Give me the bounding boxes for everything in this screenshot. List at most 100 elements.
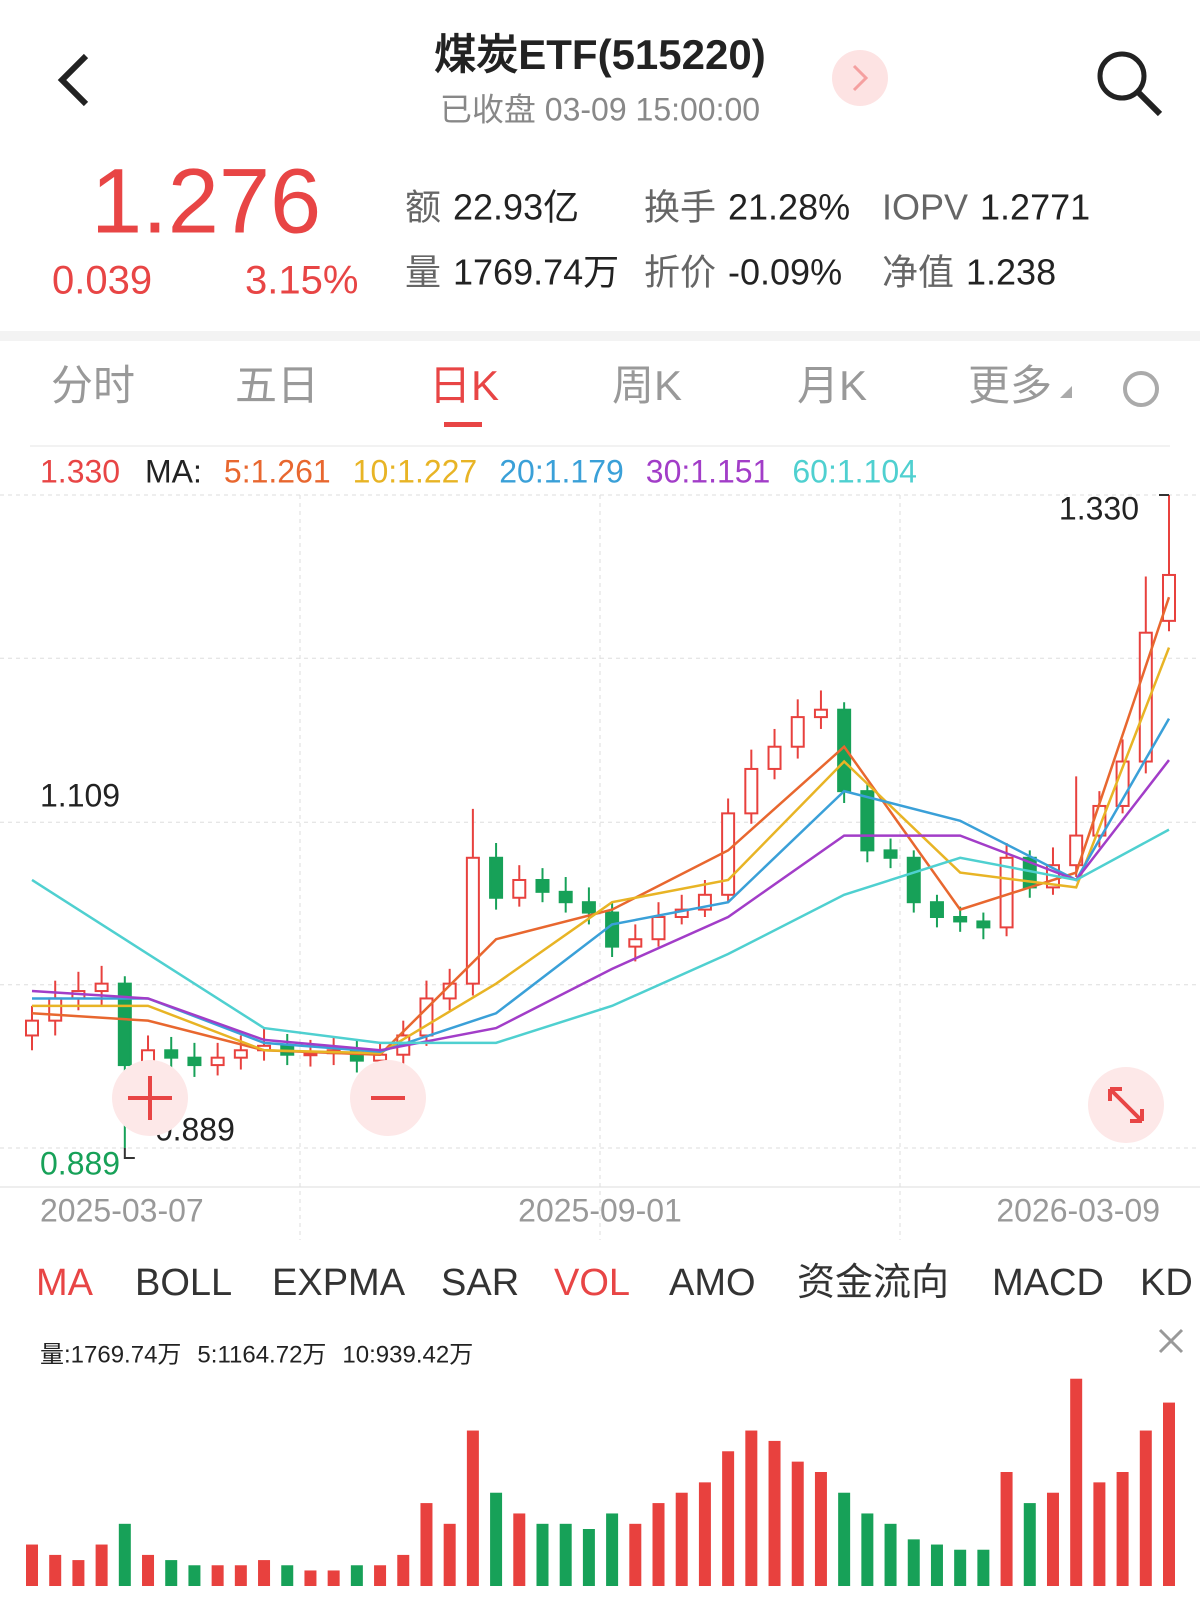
indicator-tab[interactable]: SAR <box>441 1262 519 1304</box>
annotation: 1.330 <box>1059 490 1139 526</box>
volume-bar <box>466 1430 479 1586</box>
candle-body <box>953 916 968 923</box>
volume-legend: 量:1769.74万 5:1164.72万 10:939.42万 <box>40 1341 473 1368</box>
volume-bar <box>443 1523 456 1586</box>
indicator-tab[interactable]: MACD <box>992 1262 1104 1304</box>
volume-bar <box>165 1560 178 1586</box>
candle-body <box>883 849 898 859</box>
search-button[interactable] <box>1097 51 1163 117</box>
candle-body <box>767 745 782 770</box>
volume-bar <box>1163 1402 1175 1586</box>
period-tab[interactable]: 周K <box>612 362 682 409</box>
volume-bar <box>490 1492 503 1586</box>
volume-bar <box>142 1554 155 1586</box>
y-tick-label: 1.109 <box>40 778 120 814</box>
volume-bar <box>884 1523 897 1586</box>
candle-body <box>721 812 736 896</box>
volume-legend-item: 5:1164.72万 <box>197 1341 326 1368</box>
volume-bar <box>907 1539 920 1586</box>
period-tab[interactable]: 更多 <box>968 362 1052 409</box>
candle-body <box>303 1052 318 1057</box>
stat-value: 22.93亿 <box>453 187 579 228</box>
candle-body <box>558 890 573 904</box>
close-volume[interactable] <box>1158 1328 1184 1354</box>
candle-body <box>976 920 991 929</box>
candle-body <box>465 856 480 985</box>
volume-bar <box>745 1430 758 1586</box>
volume-bar <box>72 1560 85 1586</box>
fullscreen[interactable] <box>1088 1067 1164 1143</box>
indicator-tab[interactable]: BOLL <box>135 1262 232 1304</box>
volume-bar <box>234 1565 247 1586</box>
candle-body <box>117 982 132 1067</box>
candle-body <box>744 767 759 815</box>
indicator-tab[interactable]: 资金流向 <box>797 1262 949 1304</box>
candle-body <box>48 997 63 1022</box>
volume-bar <box>95 1544 108 1586</box>
volume-bar <box>26 1544 38 1586</box>
ma-line <box>32 647 1171 1055</box>
ma-legend: 30:1.151 <box>646 453 771 489</box>
indicator-tabs: MA BOLL EXPMA SAR VOL AMO 资金流向 MACD KD <box>36 1262 1193 1304</box>
stat-label: 额 <box>405 187 441 228</box>
ma-legend: 10:1.227 <box>353 453 478 489</box>
candle-body <box>187 1056 202 1067</box>
candle-body <box>535 878 550 893</box>
volume-bar <box>629 1523 642 1586</box>
ma-legend: 5:1.261 <box>224 453 331 489</box>
volume-bar <box>1139 1430 1152 1586</box>
indicator-tab[interactable]: KD <box>1140 1262 1193 1304</box>
volume-bar <box>606 1513 619 1586</box>
title: 煤炭ETF(515220) <box>434 31 765 78</box>
zoom-out[interactable] <box>350 1060 426 1136</box>
indicator-tab[interactable]: VOL <box>554 1262 630 1304</box>
stat-value: 1.238 <box>966 252 1056 293</box>
indicator-tab[interactable]: AMO <box>669 1262 756 1304</box>
volume-bar <box>1116 1472 1129 1586</box>
period-tab[interactable]: 五日 <box>235 362 319 409</box>
volume-bar <box>513 1513 526 1586</box>
volume-bar <box>861 1513 874 1586</box>
volume-bar <box>977 1549 990 1586</box>
ma-line <box>31 596 1171 1056</box>
back-button[interactable] <box>57 53 89 107</box>
annotation-bracket <box>123 1148 135 1159</box>
candle-body <box>813 708 828 719</box>
settings[interactable] <box>1123 371 1159 407</box>
price: 1.276 <box>91 150 321 252</box>
ma-line <box>31 828 1170 1045</box>
volume-bar <box>1023 1503 1036 1586</box>
ma-legend: 60:1.104 <box>792 453 917 489</box>
volume-bar <box>211 1565 224 1586</box>
period-tab[interactable]: 分时 <box>51 362 135 409</box>
volume-bar <box>768 1440 781 1586</box>
volume-bar <box>1070 1378 1083 1586</box>
volume-bar <box>536 1523 549 1586</box>
kline-chart: 0.889 1.109 1.330 MA: 5:1.261 10:1.227 20:1.17… <box>0 453 1200 1240</box>
volume-bar <box>652 1503 665 1586</box>
volume-bar <box>698 1482 711 1586</box>
volume-bar <box>350 1565 363 1586</box>
next-button[interactable] <box>832 50 888 106</box>
candle-body <box>860 790 875 852</box>
volume-legend-item: 10:939.42万 <box>342 1341 473 1368</box>
volume-bar <box>954 1549 967 1586</box>
volume-bar <box>814 1472 827 1586</box>
period-tab[interactable]: 日K <box>429 362 499 409</box>
volume-bar <box>304 1570 317 1586</box>
volume-bar <box>930 1544 943 1586</box>
volume-bar <box>420 1503 433 1586</box>
period-tab[interactable]: 月K <box>797 362 867 409</box>
volume-bar <box>1093 1482 1106 1586</box>
tab-underline <box>444 422 482 427</box>
candle-body <box>164 1049 179 1059</box>
indicator-tab[interactable]: EXPMA <box>272 1262 406 1304</box>
change: 0.039 <box>52 259 152 303</box>
zoom-in[interactable] <box>112 1060 188 1136</box>
indicator-tab[interactable]: MA <box>36 1262 94 1304</box>
stat-value: 1.2771 <box>980 187 1090 228</box>
candle-body <box>929 901 944 919</box>
candle-body <box>651 916 666 941</box>
volume-bar <box>1000 1472 1013 1586</box>
